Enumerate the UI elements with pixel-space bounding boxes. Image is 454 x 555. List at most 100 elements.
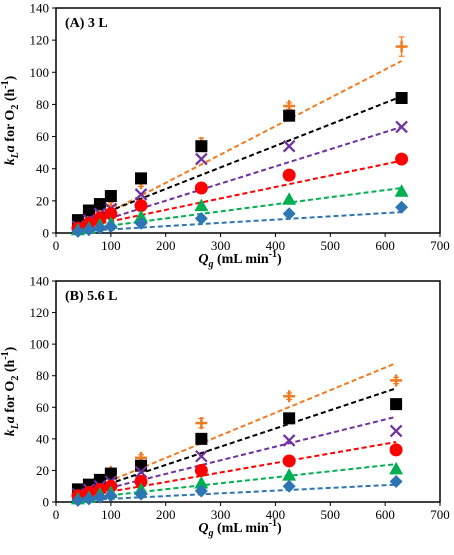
data-point-square	[104, 190, 117, 203]
data-point-circle	[104, 207, 118, 221]
fit-line-triangle	[77, 463, 397, 500]
data-point-diamond	[282, 479, 296, 493]
data-point-triangle	[389, 461, 404, 475]
panel-label: (A) 3 L	[65, 16, 108, 31]
data-point-plus	[283, 390, 296, 403]
series-plus	[71, 362, 403, 499]
data-point-triangle	[394, 184, 409, 197]
data-point-plus	[395, 36, 408, 57]
chart-panel-1: 0 20 40 60 80 100 120 140 0 100 200 300 400 500 600 700…	[0, 274, 450, 540]
data-point-circle	[389, 443, 403, 457]
data-point-diamond	[104, 489, 118, 503]
data-point-cross	[389, 424, 403, 438]
plot-frame	[55, 7, 441, 234]
x-tick-label: 700	[430, 238, 450, 253]
data-point-diamond	[134, 216, 148, 230]
data-point-diamond	[194, 212, 208, 226]
fit-line-triangle	[77, 187, 402, 231]
y-tick-label: 60	[36, 129, 49, 144]
y-tick-label: 80	[36, 368, 49, 383]
fit-line-diamond	[77, 483, 397, 502]
y-tick-label: 40	[36, 431, 49, 446]
data-point-triangle	[194, 198, 209, 212]
data-point-cross	[134, 188, 148, 201]
y-tick-label: 20	[36, 463, 49, 478]
x-tick-label: 600	[375, 507, 395, 522]
data-point-diamond	[134, 487, 148, 501]
y-tick-label: 0	[43, 226, 50, 241]
x-tick-label: 100	[101, 238, 121, 253]
y-tick-label: 100	[30, 337, 50, 352]
x-tick-label: 700	[430, 507, 450, 522]
series-cross	[71, 120, 408, 233]
x-tick-label: 600	[375, 238, 395, 253]
data-point-diamond	[71, 493, 85, 507]
fit-line-circle	[77, 441, 397, 499]
fit-line-plus	[77, 362, 397, 496]
data-point-triangle	[282, 468, 297, 481]
data-point-circle	[282, 454, 296, 468]
fit-line-cross	[77, 415, 397, 497]
data-point-circle	[395, 152, 409, 166]
y-axis-title: kLa for O2 (h-1)	[0, 346, 21, 436]
data-point-cross	[282, 139, 296, 153]
x-tick-label: 500	[321, 507, 341, 522]
panel-label: (B) 5.6 L	[65, 289, 118, 304]
data-point-diamond	[82, 492, 96, 506]
data-point-circle	[134, 474, 148, 488]
series-square	[71, 387, 403, 496]
data-point-circle	[194, 181, 208, 195]
x-tick-label: 0	[53, 238, 60, 253]
data-point-cross	[282, 434, 296, 447]
series-triangle	[70, 184, 409, 236]
y-tick-label: 120	[30, 305, 50, 320]
data-point-diamond	[82, 223, 96, 237]
x-tick-label: 200	[156, 238, 176, 253]
fit-line-square	[77, 387, 397, 496]
data-point-diamond	[282, 207, 296, 221]
data-point-circle	[282, 168, 296, 182]
data-point-square	[395, 92, 408, 104]
x-tick-label: 400	[266, 238, 286, 253]
data-point-square	[104, 467, 117, 480]
series-plus	[71, 36, 408, 233]
y-tick-label: 100	[30, 65, 50, 80]
y-axis-title: kLa for O2 (h-1)	[0, 75, 21, 165]
y-tick-label: 40	[36, 161, 49, 176]
fit-line-cross	[77, 125, 402, 230]
x-axis-title: Qg (mL min-1)	[198, 518, 282, 539]
fit-line-diamond	[77, 211, 402, 233]
data-point-circle	[194, 463, 208, 477]
x-tick-label: 400	[266, 507, 286, 522]
fit-line-plus	[77, 60, 403, 230]
x-tick-label: 200	[156, 507, 176, 522]
x-tick-label: 300	[211, 238, 231, 253]
data-point-diamond	[93, 490, 107, 504]
y-tick-label: 0	[43, 495, 50, 510]
data-point-square	[195, 140, 208, 153]
y-tick-label: 120	[30, 33, 50, 48]
data-point-square	[135, 459, 148, 472]
x-tick-label: 0	[53, 507, 60, 522]
data-point-diamond	[395, 200, 409, 214]
data-point-square	[135, 172, 148, 185]
data-point-cross	[395, 120, 408, 134]
data-point-cross	[195, 152, 208, 166]
y-tick-label: 60	[36, 400, 49, 415]
data-point-square	[82, 204, 95, 217]
data-point-triangle	[282, 192, 297, 205]
data-point-diamond	[389, 474, 403, 488]
data-point-square	[195, 432, 208, 445]
data-point-diamond	[71, 224, 85, 238]
plot-frame	[55, 280, 441, 503]
data-point-cross	[134, 465, 148, 479]
data-point-triangle	[134, 209, 149, 223]
y-tick-label: 140	[30, 1, 50, 16]
data-point-plus	[195, 417, 208, 430]
data-point-triangle	[194, 476, 209, 489]
data-point-square	[390, 398, 403, 411]
data-point-square	[283, 412, 296, 425]
data-point-diamond	[194, 484, 208, 498]
